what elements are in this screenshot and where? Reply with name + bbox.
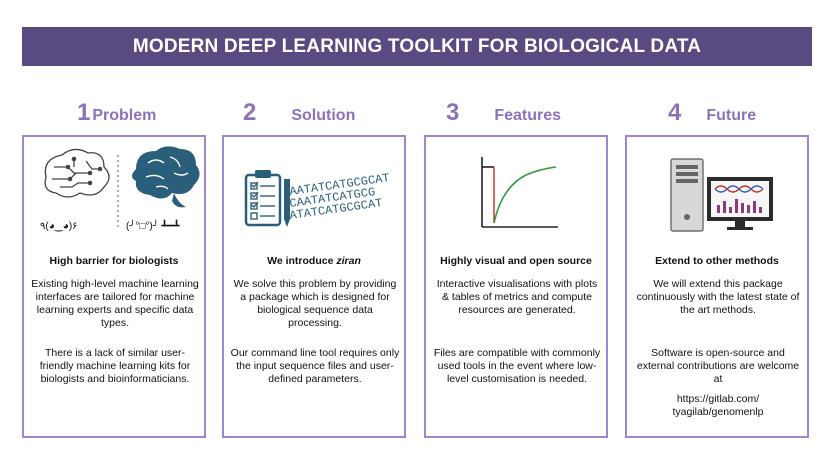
features-illustration [426,137,606,247]
clipboard-dna-svg: AATATCATGCGCAT CAATATCATGCG ATATCATGCGCA… [244,170,391,227]
gitlab-link[interactable]: https://gitlab.com/ tyagilab/genomenlp [672,393,764,418]
title-banner: MODERN DEEP LEARNING TOOLKIT FOR BIOLOGI… [22,27,812,66]
card-solution: AATATCATGCGCAT CAATATCATGCG ATATCATGCGCA… [222,135,406,438]
card-paragraph: Interactive visualisations with plots & … [436,278,598,316]
monitor-icon [707,177,773,230]
card-paragraph: Our command line tool requires only the … [230,347,400,385]
happy-emoticon: ٩(◕‿◕)۶ [40,221,78,232]
computer-tower-icon [670,158,704,232]
dna-sequence-text: AATATCATGCGCAT CAATATCATGCG ATATCATGCGCA… [289,171,391,223]
step-header-problem: 1 Problem [77,99,156,127]
card-features: Highly visual and open source Interactiv… [424,135,608,438]
card-paragraph: We will extend this package continuously… [636,278,800,316]
step-number: 3 [446,99,460,126]
card-paragraph: Software is open-source and external con… [636,347,800,385]
step-header-future: 4 Future [668,99,756,127]
step-title: Features [494,107,562,124]
circuit-brain-icon [44,148,110,198]
step-number: 2 [243,99,257,126]
problem-illustration: ٩(◕‿◕)۶ (╯°□°)╯ ┻━┻ [24,137,204,247]
card-paragraph: We solve this problem by providing a pac… [233,278,397,329]
table-flip-emoticon: (╯°□°)╯ ┻━┻ [126,221,180,232]
future-illustration [627,137,807,247]
step-number: 4 [668,99,682,126]
clipboard-icon [244,170,282,227]
tool-name: ziran [336,255,361,267]
curve-plot-icon [481,157,558,228]
computer-dna-icon [670,158,773,232]
step-title: Future [706,107,757,124]
page-title: MODERN DEEP LEARNING TOOLKIT FOR BIOLOGI… [132,35,702,57]
heading-text: We introduce [267,255,337,267]
card-paragraph: There is a lack of similar user-friendly… [39,347,191,385]
solution-illustration: AATATCATGCGCAT CAATATCATGCG ATATCATGCGCA… [224,137,404,247]
step-header-features: 3 Features [446,99,561,127]
card-heading: Highly visual and open source [440,255,592,267]
plot-curve [493,166,557,224]
step-header-solution: 2 Solution [243,99,355,127]
step-title: Solution [291,107,356,124]
step-number: 1 [77,99,91,126]
brain-icons [44,146,200,227]
bar-chart-icon [717,199,762,213]
card-heading: High barrier for biologists [49,255,179,267]
brain-icon [132,146,200,208]
card-heading: We introduce ziran [224,255,404,267]
card-paragraph: Files are compatible with commonly used … [433,347,601,385]
card-problem: ٩(◕‿◕)۶ (╯°□°)╯ ┻━┻ High barrier for bio… [22,135,206,438]
dna-helix-icon [714,185,764,193]
card-future: Extend to other methods We will extend t… [625,135,809,438]
step-title: Problem [92,107,157,124]
card-paragraph: Existing high-level machine learning int… [31,278,199,329]
card-heading: Extend to other methods [655,255,779,267]
pencil-icon [284,179,290,227]
